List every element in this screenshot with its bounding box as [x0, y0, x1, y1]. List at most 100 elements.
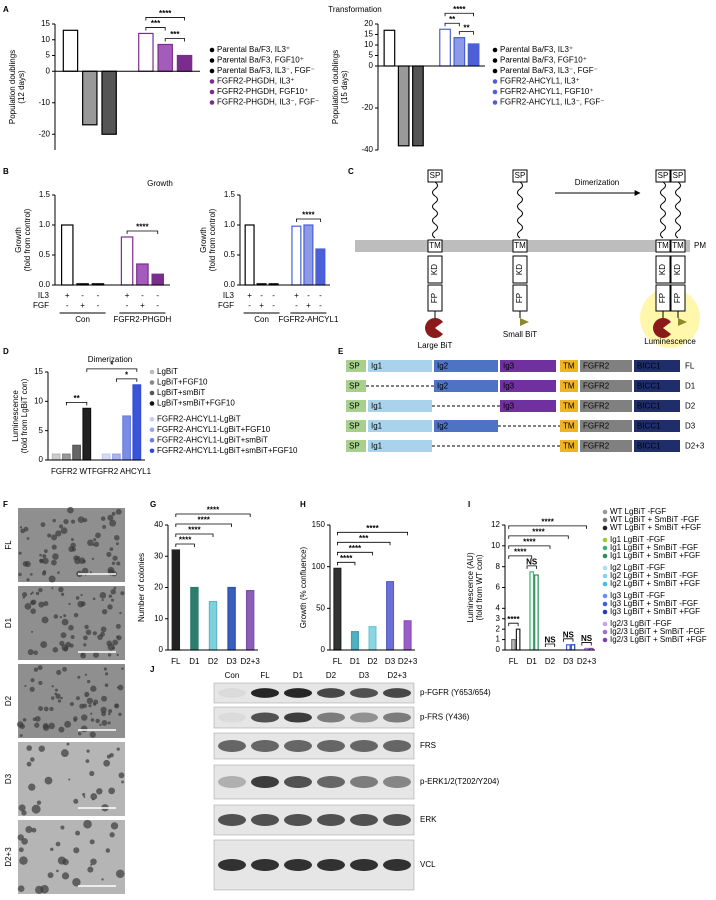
colony: [110, 598, 115, 602]
category-label: Con: [254, 315, 269, 324]
bar: [227, 586, 236, 651]
bar: [350, 631, 359, 651]
y-tick-label: 4: [496, 603, 501, 612]
domain: [500, 360, 556, 372]
colony: [100, 626, 107, 633]
colony: [80, 725, 88, 733]
label: Large BiT: [418, 341, 453, 350]
bar: [529, 571, 535, 651]
bar: [245, 590, 255, 651]
row-value: +: [140, 301, 145, 310]
sig-label: NS: [526, 557, 538, 566]
sig-bracket: [581, 642, 592, 646]
colony: [99, 723, 102, 727]
colony: [121, 780, 125, 784]
y-axis-label: Luminescence (AU): [466, 552, 475, 623]
y-tick-label: 0: [321, 645, 326, 654]
colony: [121, 667, 124, 670]
y-tick-label: 15: [34, 367, 43, 376]
y-tick-label: 0: [369, 61, 374, 70]
band: [350, 859, 378, 871]
domain-box: [427, 255, 443, 284]
band: [383, 712, 411, 723]
large-bit: [425, 318, 443, 339]
band: [317, 859, 345, 871]
colony: [109, 547, 114, 551]
colony: [54, 688, 58, 692]
row-value: +: [125, 291, 130, 300]
band: [251, 712, 279, 723]
domain-label: SP: [349, 402, 360, 411]
domain-label: Ig1: [371, 402, 383, 411]
panel-letter: E: [338, 347, 344, 356]
panel-letter: G: [150, 500, 156, 509]
colony: [20, 528, 26, 534]
colony: [30, 600, 36, 606]
domain-box: [670, 239, 686, 253]
chart-title: Transformation: [328, 5, 382, 14]
colony: [55, 841, 61, 847]
bar: [120, 236, 134, 286]
y-axis-label: (fold from WT con): [475, 554, 484, 620]
row-value: -: [272, 291, 275, 300]
colony: [52, 647, 59, 653]
legend-marker: [149, 380, 155, 385]
panel-letter: C: [348, 167, 354, 176]
colony: [115, 869, 125, 879]
domain-label: KD: [430, 264, 439, 275]
y-tick-label: 1.5: [224, 190, 236, 199]
sig-bracket: [563, 638, 574, 642]
colony: [61, 618, 69, 626]
row-value: +: [259, 301, 264, 310]
legend-marker: [492, 79, 498, 84]
small-bit: [678, 318, 687, 326]
band: [251, 776, 279, 788]
category-label: D2+3: [240, 657, 260, 666]
colony: [109, 832, 115, 838]
colony: [59, 524, 64, 529]
domain-label: TM: [563, 402, 575, 411]
colony: [75, 830, 81, 836]
row-value: -: [97, 301, 100, 310]
colony: [89, 571, 92, 574]
colony: [115, 623, 121, 629]
colony: [17, 834, 24, 841]
band: [383, 859, 411, 871]
sig-bracket: [444, 12, 474, 17]
y-tick-label: 10: [491, 541, 500, 550]
colony: [26, 745, 32, 751]
legend-marker: [602, 609, 608, 615]
colony: [42, 724, 50, 731]
colony: [90, 858, 97, 866]
blot-strip: [213, 839, 415, 891]
sig-label: **: [463, 23, 470, 32]
colony: [93, 538, 97, 542]
colony: [101, 608, 108, 615]
colony: [77, 675, 81, 679]
legend-label: Ig3 LgBiT + SmBiT +FGF: [610, 607, 700, 616]
domain-label: BICC1: [637, 442, 661, 451]
legend-marker: [149, 390, 155, 396]
bar: [132, 384, 142, 461]
bar: [101, 453, 111, 461]
category-label: D3: [226, 657, 237, 666]
domain: [500, 400, 556, 412]
legend-marker: [209, 47, 215, 53]
band: [383, 740, 411, 752]
colony: [89, 731, 96, 738]
legend-label: LgBiT+smBiT: [157, 388, 205, 397]
colony: [57, 699, 62, 703]
band: [218, 814, 246, 826]
y-axis-label: (fold from LgBiT con): [20, 378, 29, 453]
colony: [21, 591, 28, 598]
colony: [86, 697, 94, 705]
colony: [84, 624, 89, 630]
sig-label: **: [73, 394, 80, 403]
row-value: -: [66, 301, 69, 310]
bar: [176, 54, 193, 72]
colony: [86, 679, 91, 684]
legend-label: Ig1 LgBiT + SmBiT -FGF: [610, 543, 698, 552]
domain: [634, 360, 680, 372]
colony: [106, 551, 112, 558]
colony: [44, 776, 53, 785]
